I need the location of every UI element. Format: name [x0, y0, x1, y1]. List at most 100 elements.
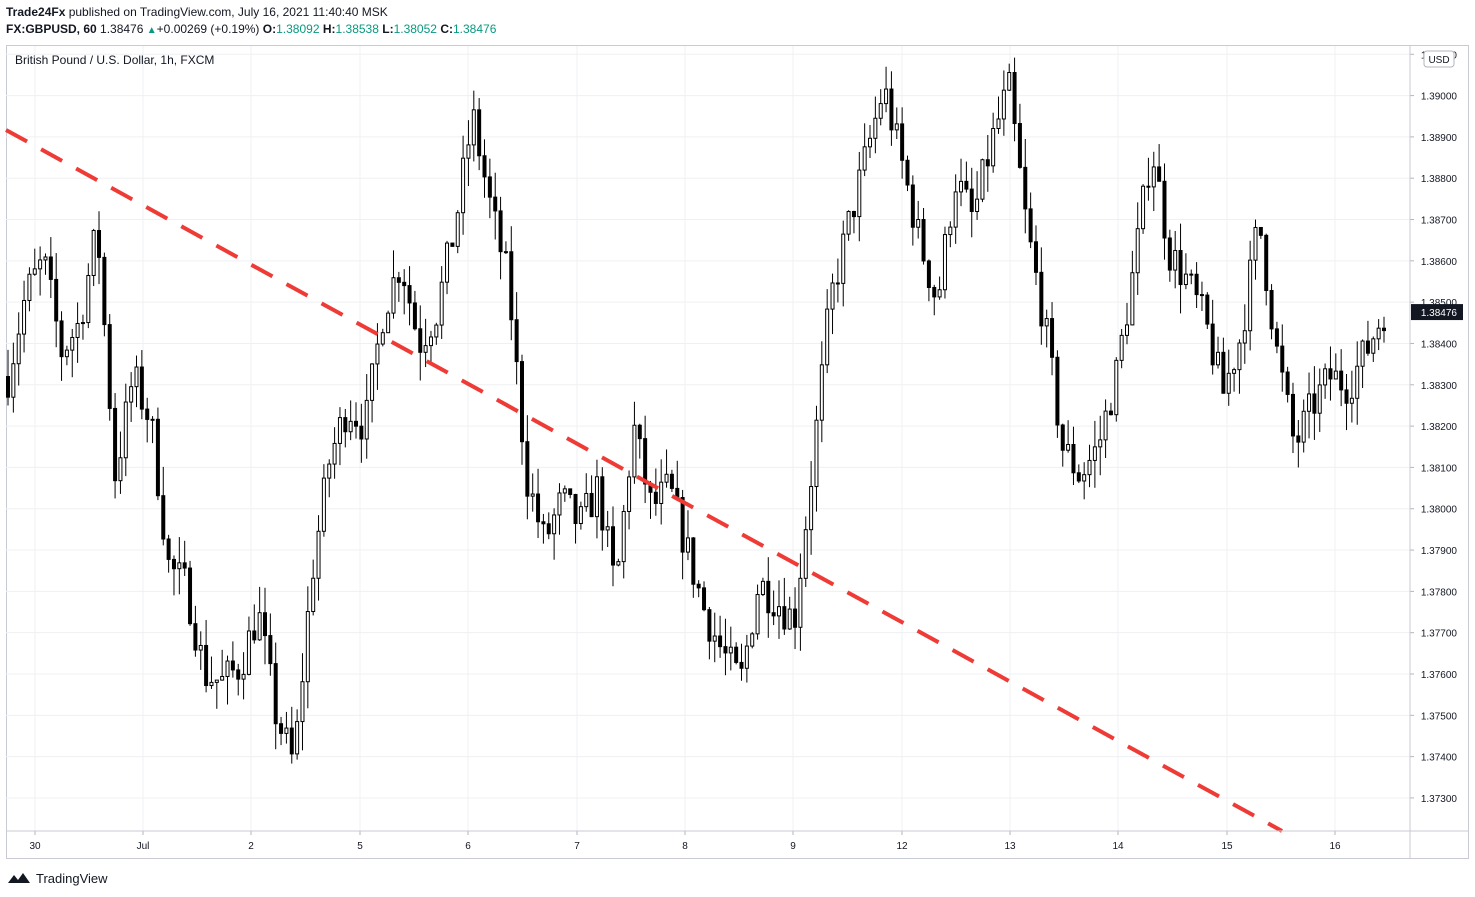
candle-body [332, 442, 337, 465]
x-tick-label: 5 [357, 841, 363, 852]
candle-body [134, 366, 139, 388]
candle-body [1012, 72, 1017, 125]
candle-body [948, 226, 953, 236]
candle-body [503, 251, 508, 254]
candle-body [1296, 435, 1301, 443]
chart-title: British Pound / U.S. Dollar, 1h, FXCM [15, 53, 214, 67]
y-tick-label: 1.38200 [1421, 422, 1458, 433]
candle-body [11, 363, 16, 398]
candle-body [991, 127, 996, 167]
candle-body [1098, 439, 1103, 448]
candle-body [1339, 370, 1344, 391]
candle-body [477, 109, 482, 157]
candle-body [905, 159, 910, 186]
y-tick-label: 1.38900 [1421, 133, 1458, 144]
candle-body [177, 562, 182, 570]
candle-body [262, 612, 267, 637]
candle-body [819, 364, 824, 421]
candle-body [980, 159, 985, 200]
candle-body [75, 322, 80, 338]
candle-body [482, 155, 487, 178]
candle-body [1007, 72, 1012, 91]
y-tick-label: 1.37300 [1421, 794, 1458, 805]
candle-body [1285, 371, 1290, 395]
candle-body [391, 277, 396, 314]
candle-body [118, 457, 123, 482]
candle-body [375, 343, 380, 365]
candle-body [798, 577, 803, 628]
candle-body [584, 492, 589, 508]
candle-body [434, 324, 439, 338]
candle-body [1103, 410, 1108, 441]
candle-body [1216, 351, 1221, 366]
y-tick-label: 1.37500 [1421, 711, 1458, 722]
candle-body [471, 109, 476, 146]
candle-body [541, 521, 546, 525]
candle-body [953, 191, 958, 228]
candle-body [573, 493, 578, 525]
candle-body [814, 419, 819, 488]
candle-body [150, 418, 155, 421]
candle-body [969, 188, 974, 213]
x-tick-label: 7 [574, 841, 580, 852]
candle-body [161, 495, 166, 540]
candle-body [70, 336, 75, 351]
candle-body [1371, 338, 1376, 354]
candle-body [562, 488, 567, 494]
candle-body [525, 441, 530, 497]
low-label: L: [382, 22, 394, 36]
candle-body [1253, 226, 1258, 261]
candle-body [985, 159, 990, 167]
candle-body [621, 510, 626, 563]
candle-body [664, 473, 669, 483]
candle-body [359, 425, 364, 440]
tradingview-brand: TradingView [36, 870, 108, 886]
publisher-name[interactable]: Trade24Fx [6, 5, 66, 19]
y-tick-label: 1.38600 [1421, 257, 1458, 268]
candle-body [423, 345, 428, 353]
candle-body [48, 256, 53, 280]
candle-body [1050, 318, 1055, 358]
y-tick-label: 1.37700 [1421, 629, 1458, 640]
candle-body [445, 242, 450, 283]
candle-body [412, 302, 417, 330]
candle-body [311, 577, 316, 613]
candle-body [16, 333, 21, 365]
candle-body [1269, 290, 1274, 330]
candle-body [129, 386, 134, 403]
candle-body [1066, 443, 1071, 451]
candle-body [225, 660, 230, 677]
candle-body [718, 635, 723, 648]
candle-body [54, 278, 59, 322]
candle-body [755, 594, 760, 635]
chart-grid [6, 46, 1410, 831]
y-tick-label: 1.39000 [1421, 92, 1458, 103]
candle-body [1365, 340, 1370, 354]
candle-body [1226, 372, 1231, 394]
candle-body [188, 567, 193, 625]
candle-body [942, 234, 947, 291]
tradingview-logo[interactable]: TradingView [6, 870, 108, 886]
currency-badge[interactable]: USD [1423, 50, 1455, 68]
candle-body [825, 308, 830, 366]
candle-body [466, 144, 471, 159]
candle-body [750, 633, 755, 647]
candle-body [926, 260, 931, 288]
candle-body [637, 424, 642, 440]
candle-body [257, 612, 262, 641]
candle-body [1237, 342, 1242, 371]
candle-body [793, 608, 798, 628]
candle-body [1280, 345, 1285, 373]
candle-body [728, 646, 733, 654]
candle-body [6, 376, 10, 398]
candle-body [455, 212, 460, 247]
candle-body [787, 608, 792, 630]
candle-body [107, 324, 112, 409]
trendline[interactable] [5, 128, 1283, 833]
candle-body [900, 123, 905, 161]
candle-body [1242, 330, 1247, 344]
candle-body [782, 606, 787, 630]
candle-body [696, 583, 701, 589]
candle-body [932, 286, 937, 298]
